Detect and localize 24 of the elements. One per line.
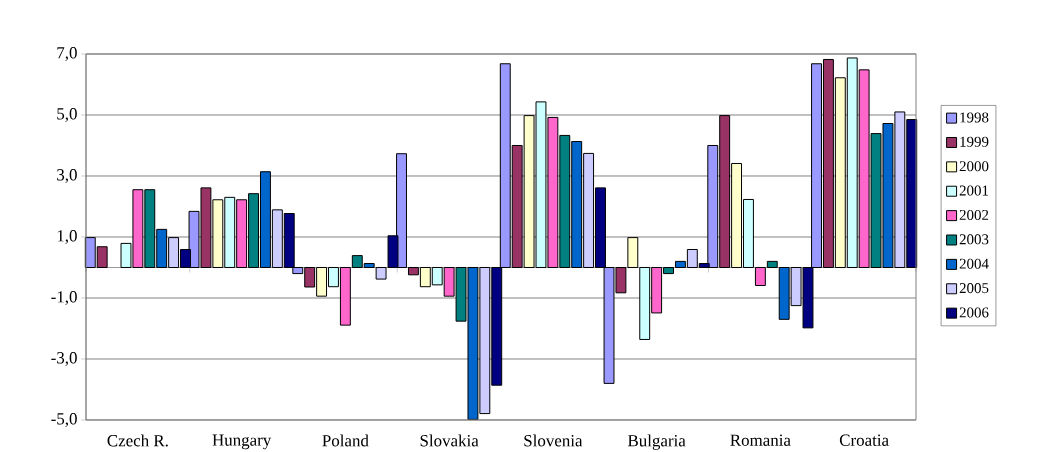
y-tick-label: 1,0 bbox=[57, 230, 77, 244]
y-tick-label: -1,0 bbox=[51, 291, 77, 305]
legend-label: 2006 bbox=[959, 307, 989, 318]
legend-label: 2005 bbox=[959, 283, 989, 294]
x-tick-label: Slovakia bbox=[420, 434, 479, 447]
x-tick-label: Poland bbox=[322, 434, 369, 447]
x-tick-label: Croatia bbox=[839, 434, 889, 446]
y-tick-label: 3,0 bbox=[57, 169, 77, 183]
x-tick-label: Czech R. bbox=[107, 434, 168, 447]
legend-label: 1998 bbox=[960, 112, 989, 123]
x-tick-label: Romania bbox=[730, 434, 791, 446]
legend-label: 1999 bbox=[960, 136, 989, 147]
x-tick-label: Slovenia bbox=[524, 434, 583, 447]
legend-label: 2003 bbox=[959, 234, 989, 245]
y-tick-label: -5,0 bbox=[51, 413, 77, 427]
x-tick-label: Hungary bbox=[212, 434, 272, 450]
x-tick-label: Bulgaria bbox=[627, 434, 686, 450]
y-tick-label: 7,0 bbox=[57, 47, 77, 61]
y-tick-label: -3,0 bbox=[51, 352, 77, 366]
legend-label: 2002 bbox=[959, 209, 989, 220]
legend-label: 2004 bbox=[959, 258, 989, 269]
legend-label: 2000 bbox=[959, 161, 989, 172]
y-tick-label: 5,0 bbox=[57, 108, 77, 122]
legend-label: 2001 bbox=[959, 185, 989, 196]
